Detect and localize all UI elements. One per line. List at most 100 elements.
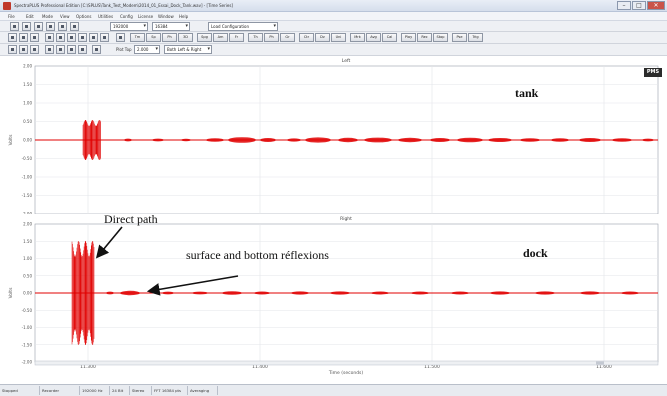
fft-size-select[interactable]: 16384 <box>152 22 190 31</box>
tool-icon-9[interactable] <box>100 33 109 42</box>
left-channel-panel: Left2.001.501.000.500.00-0.50-1.00-1.50-… <box>0 56 667 217</box>
bottom-echo-7 <box>330 291 350 295</box>
mode-button-2[interactable]: Sp <box>146 33 161 42</box>
menu-edit[interactable]: Edit <box>26 14 34 19</box>
marker-icon[interactable] <box>92 45 101 54</box>
tool-icon-2[interactable] <box>19 33 28 42</box>
tool-icon-7[interactable] <box>78 33 87 42</box>
x-tick-3: 11.600 <box>596 364 612 370</box>
tool-icon-10[interactable] <box>116 33 125 42</box>
mode-button-6[interactable]: Am <box>213 33 228 42</box>
mode-button-3[interactable]: Ph <box>162 33 177 42</box>
bottom-y-tick-2: 1.00 <box>23 256 32 261</box>
tool-icon-1[interactable] <box>8 33 17 42</box>
menu-mode[interactable]: Mode <box>42 14 53 19</box>
configuration-select[interactable]: Load Configuration <box>208 22 278 31</box>
mode-button-18[interactable]: Rec <box>417 33 432 42</box>
mode-button-14[interactable]: Mrk <box>350 33 365 42</box>
fit-icon[interactable] <box>78 45 87 54</box>
menu-help[interactable]: Help <box>179 14 189 19</box>
zoom-in-icon[interactable] <box>19 45 28 54</box>
top-y-tick-5: -0.50 <box>22 156 33 161</box>
menu-window[interactable]: Window <box>158 14 174 19</box>
tool-icon-3[interactable] <box>30 33 39 42</box>
top-echo-16 <box>579 138 601 142</box>
bottom-y-tick-8: -2.00 <box>22 360 33 365</box>
time-series-plot[interactable]: Left 2.00 1.50 1.00 0.50 0.00 -0.50 -1.00 -1.50 -… <box>0 56 667 376</box>
close-button[interactable]: ✕ <box>647 1 665 10</box>
save-icon[interactable] <box>34 22 43 31</box>
mode-button-12[interactable]: Dv <box>315 33 330 42</box>
menu-view[interactable]: View <box>60 14 70 19</box>
top-echo-11 <box>430 138 450 142</box>
tool-icon-4[interactable] <box>45 33 54 42</box>
status-bits: 24 Bit <box>110 386 130 395</box>
bottom-y-tick-4: 0.00 <box>23 291 32 296</box>
scroll-right-icon[interactable] <box>67 45 76 54</box>
top-y-tick-7: -1.50 <box>22 193 33 198</box>
x-tick-1: 11.400 <box>252 364 268 370</box>
mode-button-5[interactable]: Spg <box>197 33 212 42</box>
mode-button-4[interactable]: 3D <box>178 33 193 42</box>
maximize-button[interactable]: □ <box>632 1 646 10</box>
tool-icon-8[interactable] <box>89 33 98 42</box>
mode-button-19[interactable]: Stop <box>433 33 448 42</box>
menu-license[interactable]: License <box>138 14 154 19</box>
top-echo-8 <box>338 137 358 143</box>
top-y-tick-1: 1.50 <box>23 82 32 87</box>
menu-config[interactable]: Config <box>120 14 133 19</box>
top-echo-3 <box>206 138 224 142</box>
top-y-axis-label: Volts <box>8 134 14 145</box>
bottom-echo-10 <box>451 291 469 295</box>
plot-top-label: Plot Top <box>116 47 132 52</box>
pms-badge: PMS <box>644 68 662 77</box>
annotation-direct-path: Direct path <box>104 212 158 226</box>
top-direct-burst <box>82 120 101 160</box>
menu-options[interactable]: Options <box>76 14 92 19</box>
waveform-canvas: Left 2.00 1.50 1.00 0.50 0.00 -0.50 -1.00 -1.50 -… <box>0 56 667 376</box>
mode-button-21[interactable]: Trig <box>468 33 483 42</box>
top-y-tick-3: 0.50 <box>23 119 32 124</box>
menu-file[interactable]: File <box>8 14 15 19</box>
status-sample-rate: 192000 Hz <box>80 386 110 395</box>
mode-button-8[interactable]: Th <box>248 33 263 42</box>
scroll-left-icon[interactable] <box>56 45 65 54</box>
open-icon[interactable] <box>22 22 31 31</box>
status-state: Stopped <box>0 386 40 395</box>
x-tick-2: 11.500 <box>424 364 440 370</box>
mode-button-11[interactable]: Ctr <box>299 33 314 42</box>
bottom-y-tick-1: 1.50 <box>23 239 32 244</box>
print-icon[interactable] <box>46 22 55 31</box>
new-icon[interactable] <box>10 22 19 31</box>
top-echo-10 <box>398 137 422 143</box>
plot-top-input[interactable]: 2.000 <box>134 45 160 54</box>
tool-icon-6[interactable] <box>67 33 76 42</box>
mode-button-1[interactable]: Tm <box>130 33 145 42</box>
menu-utilities[interactable]: Utilities <box>98 14 114 19</box>
mode-button-15[interactable]: Avg <box>366 33 381 42</box>
mode-button-17[interactable]: Play <box>401 33 416 42</box>
toolbar-row-3: Plot Top 2.000 Both Left & Right <box>0 44 667 56</box>
mode-button-20[interactable]: Pse <box>452 33 467 42</box>
copy-icon[interactable] <box>58 22 67 31</box>
minimize-button[interactable]: – <box>617 1 631 10</box>
status-bar: Stopped Recorder 192000 Hz 24 Bit Stereo… <box>0 384 667 396</box>
top-echo-0 <box>124 138 132 142</box>
bottom-echo-5 <box>254 291 270 295</box>
sample-rate-select[interactable]: 192000 <box>110 22 148 31</box>
bottom-echo-13 <box>580 291 600 295</box>
mode-button-9[interactable]: Ph <box>264 33 279 42</box>
magnifier-icon[interactable] <box>45 45 54 54</box>
tool-icon-5[interactable] <box>56 33 65 42</box>
mode-button-13[interactable]: Uni <box>331 33 346 42</box>
cursor-icon[interactable] <box>8 45 17 54</box>
bottom-y-axis-label: Volts <box>8 287 14 298</box>
mode-button-10[interactable]: Gr <box>280 33 295 42</box>
zoom-out-icon[interactable] <box>30 45 39 54</box>
mode-button-16[interactable]: Cal <box>382 33 397 42</box>
channel-select[interactable]: Both Left & Right <box>164 45 212 54</box>
top-echo-14 <box>520 138 540 142</box>
paste-icon[interactable] <box>70 22 79 31</box>
mode-button-7[interactable]: Fr <box>229 33 244 42</box>
toolbar-row-1: 192000 16384 Load Configuration <box>0 21 667 32</box>
